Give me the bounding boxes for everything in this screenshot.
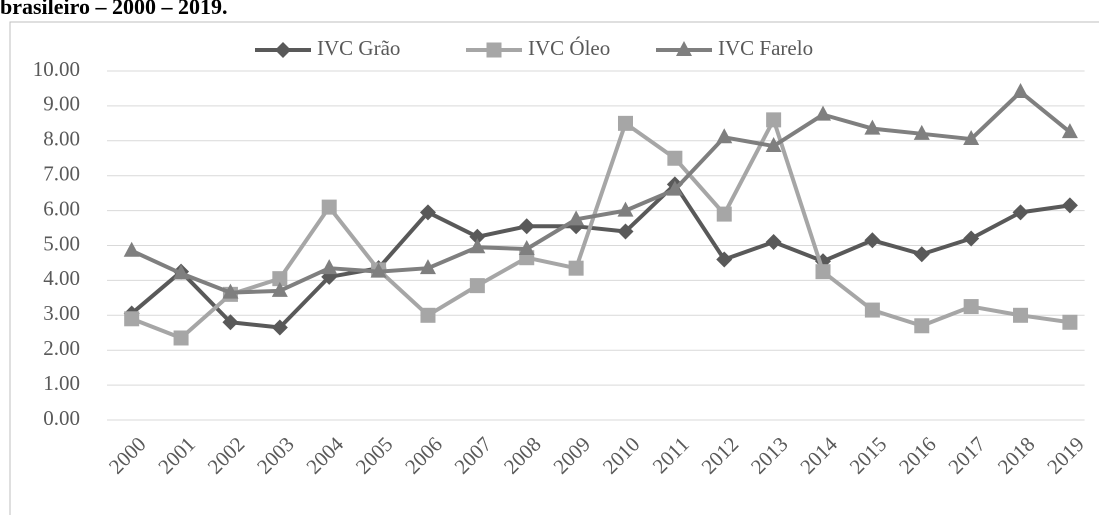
- x-tick-label: 2011: [648, 432, 694, 478]
- data-point: [123, 241, 140, 257]
- data-point: [173, 264, 190, 280]
- data-point: [419, 204, 436, 221]
- data-point: [271, 319, 288, 336]
- data-point: [617, 201, 634, 217]
- legend-label: IVC Farelo: [718, 36, 813, 60]
- data-point: [716, 251, 733, 268]
- data-point: [272, 271, 288, 287]
- y-tick-label: 0.00: [43, 406, 80, 430]
- x-tick-label: 2012: [697, 432, 744, 479]
- data-point: [666, 180, 683, 196]
- x-tick-label: 2010: [598, 432, 645, 479]
- data-point: [1012, 204, 1029, 221]
- x-tick-label: 2017: [943, 432, 990, 479]
- series-line: [130, 117, 1071, 340]
- data-point: [222, 283, 239, 299]
- data-point: [716, 206, 732, 222]
- data-point: [1061, 123, 1078, 139]
- data-point: [815, 105, 832, 121]
- data-point: [963, 299, 979, 315]
- data-point: [419, 259, 436, 275]
- data-point: [815, 264, 831, 280]
- y-tick-label: 6.00: [43, 196, 80, 220]
- data-point: [469, 238, 486, 254]
- data-point: [420, 307, 436, 323]
- x-tick-label: 2016: [894, 432, 941, 479]
- y-tick-label: 2.00: [43, 336, 80, 360]
- data-point: [864, 119, 881, 135]
- x-tick-label: 2000: [104, 432, 151, 479]
- x-tick-label: 2009: [548, 432, 595, 479]
- data-point: [617, 115, 633, 131]
- x-tick-label: 2004: [301, 432, 348, 479]
- data-point: [913, 124, 930, 140]
- y-tick-label: 5.00: [43, 231, 80, 255]
- x-tick-label: 2015: [845, 432, 892, 479]
- y-tick-label: 1.00: [43, 371, 80, 395]
- y-tick-label: 4.00: [43, 266, 80, 290]
- x-tick-label: 2007: [450, 432, 497, 479]
- data-point: [518, 218, 535, 235]
- y-tick-label: 9.00: [43, 92, 80, 116]
- x-tick-label: 2018: [993, 432, 1040, 479]
- series-line: [130, 89, 1072, 295]
- data-point: [1061, 197, 1078, 214]
- data-point: [963, 130, 980, 146]
- data-point: [271, 281, 288, 297]
- data-point: [1062, 314, 1078, 330]
- legend-marker: [486, 42, 502, 58]
- data-point: [716, 128, 733, 144]
- data-point: [914, 318, 930, 334]
- data-point: [568, 210, 585, 226]
- data-point: [963, 230, 980, 247]
- data-point: [469, 228, 486, 245]
- legend-marker: [676, 41, 692, 56]
- data-point: [370, 262, 387, 278]
- data-point: [617, 223, 634, 240]
- chart-title: brasileiro – 2000 – 2019.: [0, 0, 228, 19]
- series-line: [130, 182, 1071, 330]
- data-point: [765, 137, 782, 153]
- y-tick-label: 8.00: [43, 127, 80, 151]
- x-tick-label: 2014: [795, 432, 842, 479]
- data-point: [321, 259, 338, 275]
- legend-label: IVC Óleo: [528, 36, 610, 60]
- x-tick-label: 2001: [153, 432, 200, 479]
- data-point: [765, 234, 782, 251]
- data-point: [568, 260, 584, 276]
- x-tick-label: 2013: [746, 432, 793, 479]
- y-tick-label: 10.00: [33, 57, 80, 81]
- data-point: [321, 199, 337, 215]
- x-tick-label: 2019: [1042, 432, 1089, 479]
- data-point: [864, 302, 880, 318]
- data-point: [1012, 82, 1029, 98]
- x-tick-label: 2006: [400, 432, 447, 479]
- data-point: [173, 330, 189, 346]
- chart-border: [9, 21, 1099, 515]
- x-tick-label: 2002: [203, 432, 250, 479]
- data-point: [469, 278, 485, 294]
- x-tick-label: 2003: [252, 432, 299, 479]
- data-point: [1013, 307, 1029, 323]
- legend-marker: [275, 42, 291, 58]
- data-point: [913, 246, 930, 263]
- data-point: [864, 232, 881, 249]
- data-point: [222, 314, 239, 331]
- y-tick-label: 3.00: [43, 301, 80, 325]
- x-tick-label: 2005: [351, 432, 398, 479]
- x-tick-label: 2008: [499, 432, 546, 479]
- data-point: [518, 239, 535, 255]
- legend-label: IVC Grão: [317, 36, 400, 60]
- data-point: [667, 150, 683, 166]
- data-point: [124, 311, 140, 327]
- y-tick-label: 7.00: [43, 162, 80, 186]
- data-point: [766, 112, 782, 128]
